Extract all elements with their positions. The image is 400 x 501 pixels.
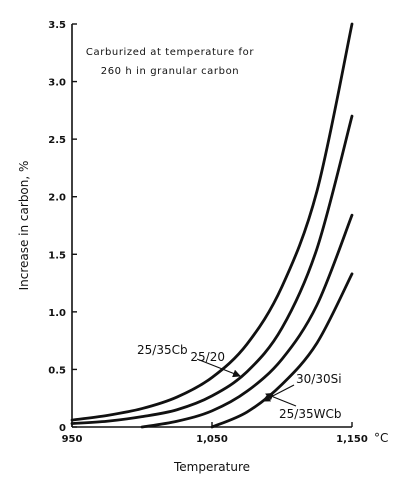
- series-label-leader-arrow: [265, 392, 297, 407]
- y-tick-label: 2.0: [48, 193, 66, 204]
- y-tick-label: 1.0: [48, 308, 66, 319]
- x-unit-label: °C: [374, 431, 388, 445]
- chart-annotation-line: 260 h in granular carbon: [101, 66, 239, 77]
- series-label-25-35wcb: 25/35WCb: [279, 407, 341, 421]
- x-tick-label: 950: [62, 434, 83, 445]
- series-line-30-30si: [140, 213, 354, 429]
- x-axis-title: Temperature: [173, 460, 250, 474]
- series-label-leader-arrow: [196, 358, 241, 378]
- x-tick-label: 1,150: [336, 434, 368, 445]
- series-label-25-20: 25/20: [190, 350, 225, 364]
- series-layer: [70, 22, 354, 429]
- axes-layer: 0 0.5 1.0 1.5 2.0 2.5 3.0 3.5 950 1,050 1,150 °C Tem…: [17, 20, 388, 474]
- series-line-25-35wcb: [210, 272, 354, 429]
- series-label-30-30si: 30/30Si: [296, 372, 342, 386]
- chart-annotation-line: Carburized at temperature for: [86, 47, 254, 58]
- series-line-25-20: [70, 22, 354, 422]
- x-tick-label: 1,050: [196, 434, 228, 445]
- y-axis-title: Increase in carbon, %: [17, 161, 31, 291]
- label-layer: Carburized at temperature for 260 h in gr…: [86, 47, 342, 421]
- y-tick-label: 0: [59, 423, 66, 434]
- series-line-25-35cb: [70, 114, 354, 425]
- y-tick-label: 1.5: [48, 250, 66, 261]
- series-label-25-35cb: 25/35Cb: [137, 343, 188, 357]
- y-tick-label: 2.5: [48, 135, 66, 146]
- y-tick-label: 3.5: [48, 20, 66, 31]
- y-tick-label: 3.0: [48, 78, 66, 89]
- y-tick-label: 0.5: [48, 365, 66, 376]
